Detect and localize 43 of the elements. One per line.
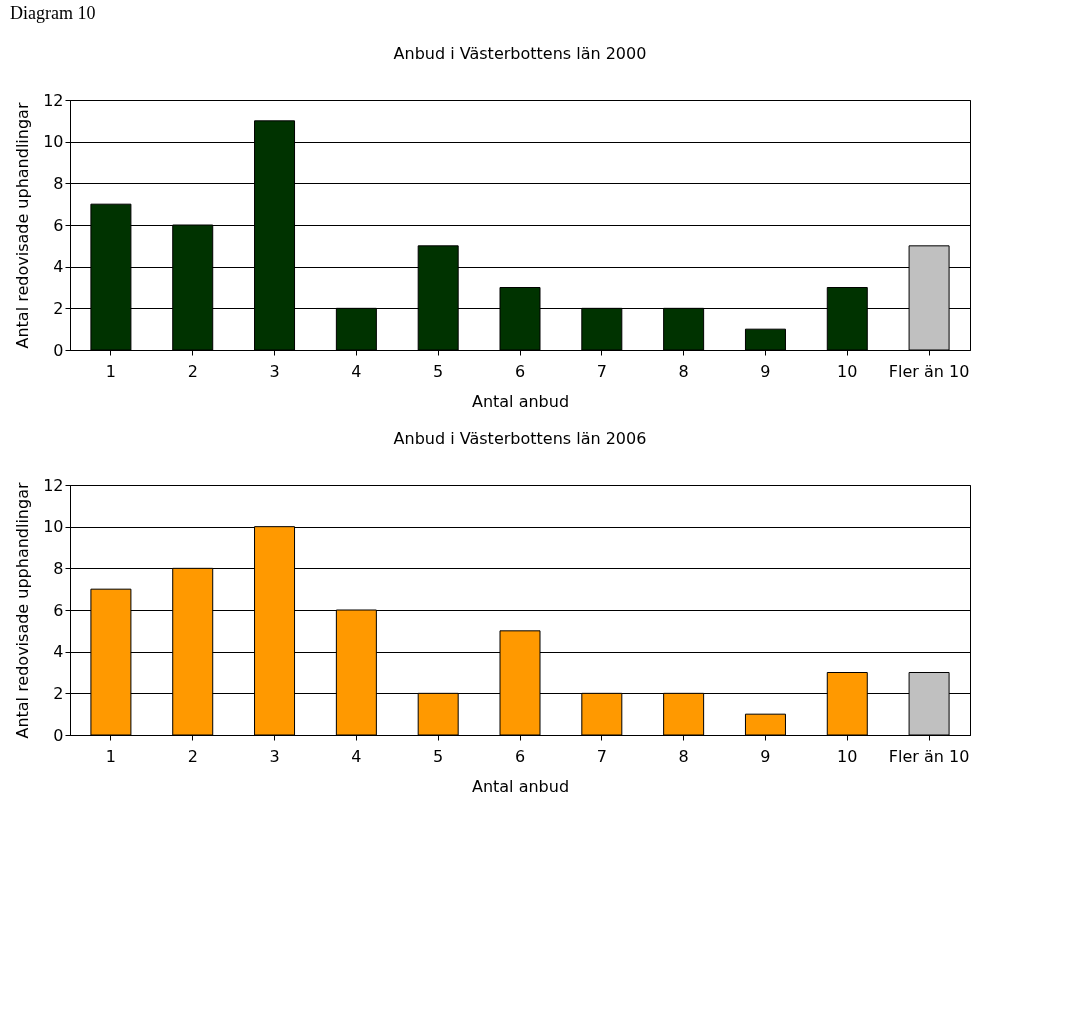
x-tick-label: 7 [596,746,607,766]
x-tick-label: 4 [351,746,362,766]
chart-title: Anbud i Västerbottens län 2000 [393,44,647,63]
x-tick-label: 9 [760,361,771,381]
x-tick-label: 6 [514,361,526,381]
text: Diagram 10 [10,3,96,23]
x-tick-label: 4 [351,361,362,381]
x-tick-label: 8 [678,361,689,381]
x-tick-label: 10 [837,361,858,381]
x-tick-label: 3 [269,746,280,766]
y-tick-label: 0 [53,725,64,745]
y-tick-label: 0 [53,340,64,360]
y-tick-label: 12 [43,475,64,495]
y-tick-label: 4 [53,642,64,662]
x-tick-label: 5 [433,361,444,381]
x-tick-label: 2 [187,746,198,766]
y-tick-label: 10 [43,132,64,152]
y-tick-label: 8 [53,558,64,578]
x-axis-title: Antal anbud [471,776,570,796]
x-tick-label: 6 [514,746,526,766]
y-tick-label: 2 [53,298,64,318]
x-axis-title: Antal anbud [471,391,570,411]
chart-title: Anbud i Västerbottens län 2006 [393,429,647,448]
y-tick-label: 12 [43,90,64,110]
y-axis-title: Antal redovisade uphandlingar [13,102,33,349]
y-axis-title: Antal redovisade upphandlingar [13,482,33,739]
y-tick-label: 6 [53,215,64,235]
x-tick-label: 10 [837,746,858,766]
y-tick-label: 2 [53,683,64,703]
x-tick-label: 3 [269,361,280,381]
x-tick-label: Fler än 10 [888,746,970,766]
x-tick-label: 1 [105,746,116,766]
x-tick-label: 5 [433,746,444,766]
x-tick-label: Fler än 10 [888,361,970,381]
y-tick-label: 6 [53,600,64,620]
y-tick-label: 10 [43,517,64,537]
x-tick-label: 2 [187,361,198,381]
x-tick-label: 1 [105,361,116,381]
y-tick-label: 4 [53,257,64,277]
x-tick-label: 7 [596,361,607,381]
x-tick-label: 9 [760,746,771,766]
y-tick-label: 8 [53,173,64,193]
x-tick-label: 8 [678,746,689,766]
